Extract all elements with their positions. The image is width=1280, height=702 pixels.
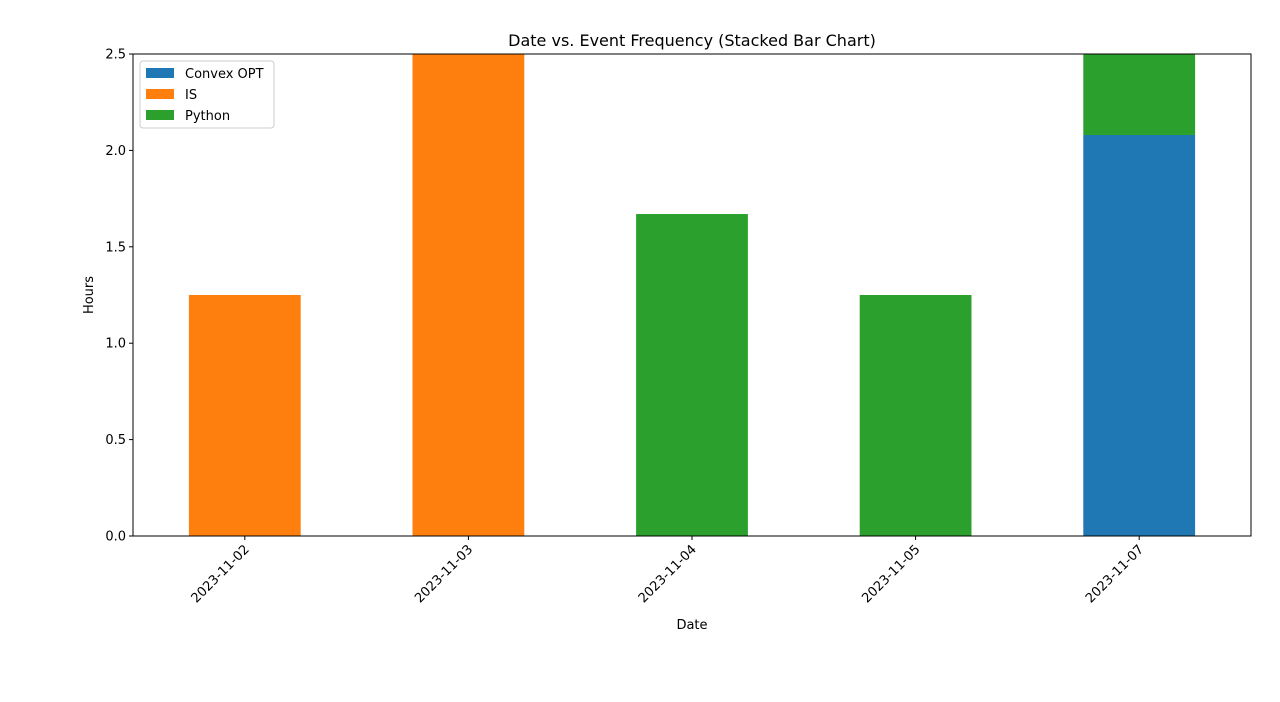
legend-swatch-python bbox=[146, 110, 174, 120]
y-tick-label: 0.0 bbox=[105, 530, 126, 545]
x-axis-label: Date bbox=[676, 618, 707, 633]
legend-label: Convex OPT bbox=[185, 67, 264, 82]
legend-swatch-convex-opt bbox=[146, 68, 174, 78]
legend-label: Python bbox=[185, 109, 230, 124]
y-tick-label: 1.0 bbox=[105, 337, 126, 352]
legend-label: IS bbox=[185, 88, 197, 103]
bar-python-2023-11-05 bbox=[859, 295, 972, 536]
y-tick-label: 1.5 bbox=[105, 240, 126, 255]
bar-convex-opt-2023-11-07 bbox=[1083, 134, 1196, 536]
y-tick-label: 0.5 bbox=[105, 433, 126, 448]
bar-python-2023-11-07 bbox=[1083, 54, 1196, 135]
y-axis-label: Hours bbox=[82, 276, 97, 314]
y-tick-label: 2.0 bbox=[105, 144, 126, 159]
y-axis-ticks: 0.0 0.5 1.0 1.5 2.0 2.5 bbox=[105, 48, 133, 545]
bar-is-2023-11-02 bbox=[188, 295, 301, 536]
bar-python-2023-11-04 bbox=[636, 214, 748, 536]
chart-title: Date vs. Event Frequency (Stacked Bar Ch… bbox=[508, 31, 876, 50]
bar-is-2023-11-03 bbox=[412, 54, 525, 536]
bars-group bbox=[188, 54, 1196, 536]
legend: Convex OPT IS Python bbox=[139, 60, 275, 129]
y-tick-label: 2.5 bbox=[105, 48, 126, 63]
legend-swatch-is bbox=[146, 89, 174, 99]
plot-area: 0.00.51.01.52.02.5 2023-11-02 2023-11-03 2… bbox=[105, 48, 1252, 606]
